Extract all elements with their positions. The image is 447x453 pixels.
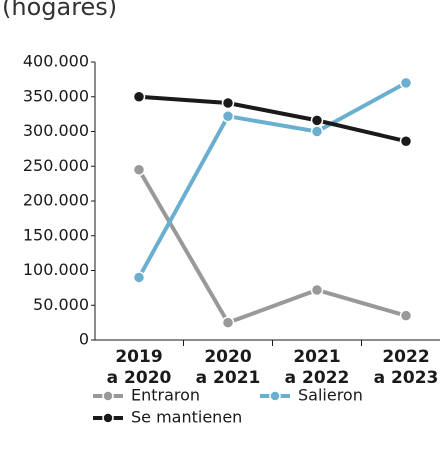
y-tick-label: 250.000: [23, 156, 89, 175]
x-tick-label: 2020: [204, 347, 251, 367]
point: [221, 109, 235, 123]
point: [221, 96, 235, 110]
y-tick-label: 400.000: [23, 52, 89, 71]
point: [399, 134, 413, 148]
chart-title: (hogares): [2, 0, 117, 21]
legend-marker: [269, 390, 281, 402]
y-tick-label: 50.000: [33, 295, 89, 314]
x-tick-label: a 2020: [107, 368, 172, 388]
point: [310, 283, 324, 297]
legend-label: Se mantienen: [131, 408, 242, 427]
series-line: [137, 81, 407, 279]
legend-label: Entraron: [131, 386, 200, 405]
x-tick-label: 2022: [382, 347, 429, 367]
point: [399, 76, 413, 90]
point: [132, 163, 146, 176]
point: [310, 114, 324, 127]
legend-marker: [102, 412, 114, 424]
legend-label: Salieron: [298, 386, 363, 405]
series-line: [138, 94, 407, 144]
y-tick-label: 150.000: [23, 225, 89, 244]
x-tick-label: a 2021: [196, 368, 261, 388]
y-tick-label: 200.000: [23, 191, 89, 210]
point: [132, 90, 146, 103]
point: [132, 271, 146, 284]
legend-marker: [102, 390, 114, 402]
series-line: [137, 168, 407, 326]
x-tick-label: a 2022: [285, 368, 350, 388]
y-tick-label: 100.000: [23, 260, 89, 279]
x-tick-label: 2019: [115, 347, 162, 367]
x-tick-label: 2021: [293, 347, 340, 367]
point: [399, 309, 413, 322]
y-tick-label: 350.000: [23, 86, 89, 105]
y-tick-label: 0: [79, 330, 89, 349]
y-tick-label: 300.000: [23, 121, 89, 140]
x-tick-label: a 2023: [374, 368, 439, 388]
point: [221, 316, 235, 329]
point: [310, 125, 324, 138]
